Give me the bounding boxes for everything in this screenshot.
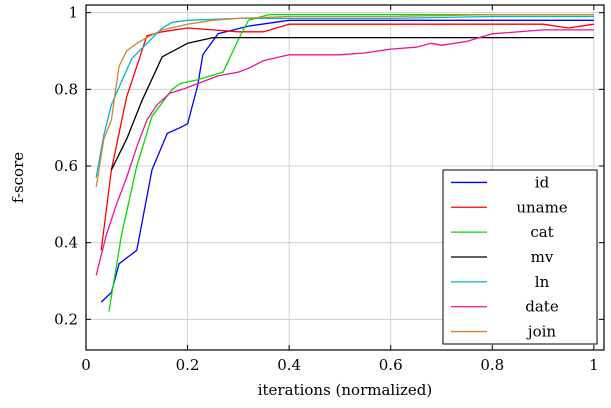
legend-label-id: id: [535, 173, 550, 191]
series-line-date: [95, 29, 594, 276]
y-tick-label: 1: [68, 4, 78, 22]
plot-frame: [85, 4, 605, 351]
series-line-join: [95, 13, 594, 188]
legend-label-join: join: [526, 323, 556, 341]
series-line-ln: [95, 15, 594, 178]
series-line-cat: [108, 13, 594, 312]
x-tick-label: 0.6: [379, 356, 403, 374]
series-line-id: [100, 19, 594, 303]
x-axis-title: iterations (normalized): [258, 381, 433, 399]
y-axis-title: f-score: [9, 152, 27, 203]
series-line-uname: [100, 23, 594, 251]
series-line-mv: [110, 36, 594, 171]
legend-label-date: date: [525, 298, 559, 316]
x-tick-label: 0.2: [176, 356, 200, 374]
legend-label-mv: mv: [531, 248, 554, 266]
series-lines: [95, 13, 594, 312]
x-tick-label: 1: [589, 356, 599, 374]
y-tick-label: 0.6: [54, 157, 78, 175]
x-tick-label: 0.4: [277, 356, 301, 374]
legend-label-ln: ln: [535, 273, 550, 291]
legend-label-cat: cat: [530, 223, 553, 241]
tick-labels: 0 0.2 0.4 0.6 0.8 1 0.2 0.4 0.6 0.8 1: [54, 4, 598, 374]
legend-label-uname: uname: [516, 198, 567, 216]
y-tick-label: 0.4: [54, 234, 78, 252]
axis-ticks: [85, 5, 604, 350]
legend: id uname cat mv ln date join: [442, 169, 598, 345]
y-tick-label: 0.8: [54, 80, 78, 98]
x-tick-label: 0: [81, 356, 91, 374]
x-tick-label: 0.8: [480, 356, 504, 374]
y-tick-label: 0.2: [54, 310, 78, 328]
